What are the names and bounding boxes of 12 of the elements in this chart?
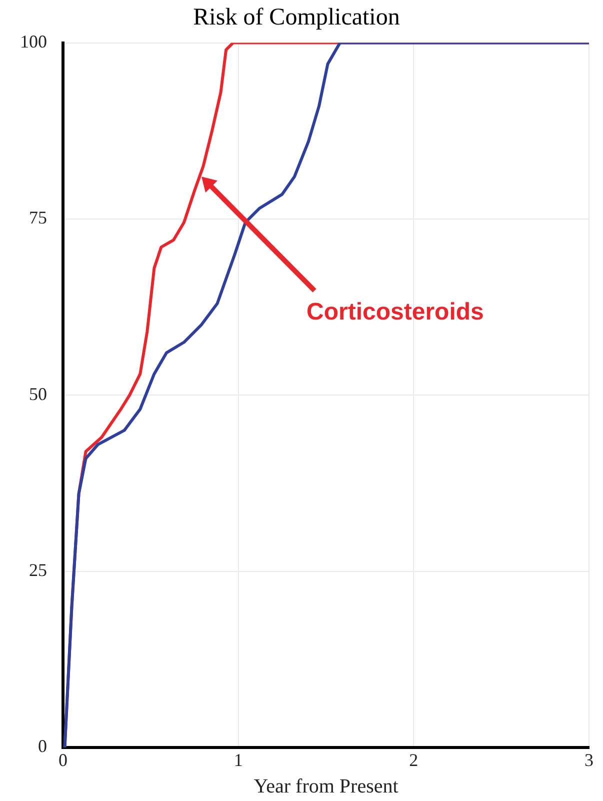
x-axis-title: Year from Present [254, 775, 399, 798]
chart-title: Risk of Complication [193, 4, 400, 31]
y-tick-label: 100 [20, 32, 47, 52]
y-tick-label: 25 [29, 560, 47, 580]
x-tick-label: 3 [584, 750, 594, 770]
y-tick-label: 50 [29, 384, 47, 404]
x-tick-label: 2 [409, 750, 418, 770]
y-tick-label: 0 [38, 736, 47, 756]
x-tick-label: 0 [58, 750, 68, 770]
y-tick-label: 75 [29, 208, 47, 228]
x-tick-label: 1 [234, 750, 243, 770]
annotation: Corticosteroids [306, 298, 484, 326]
